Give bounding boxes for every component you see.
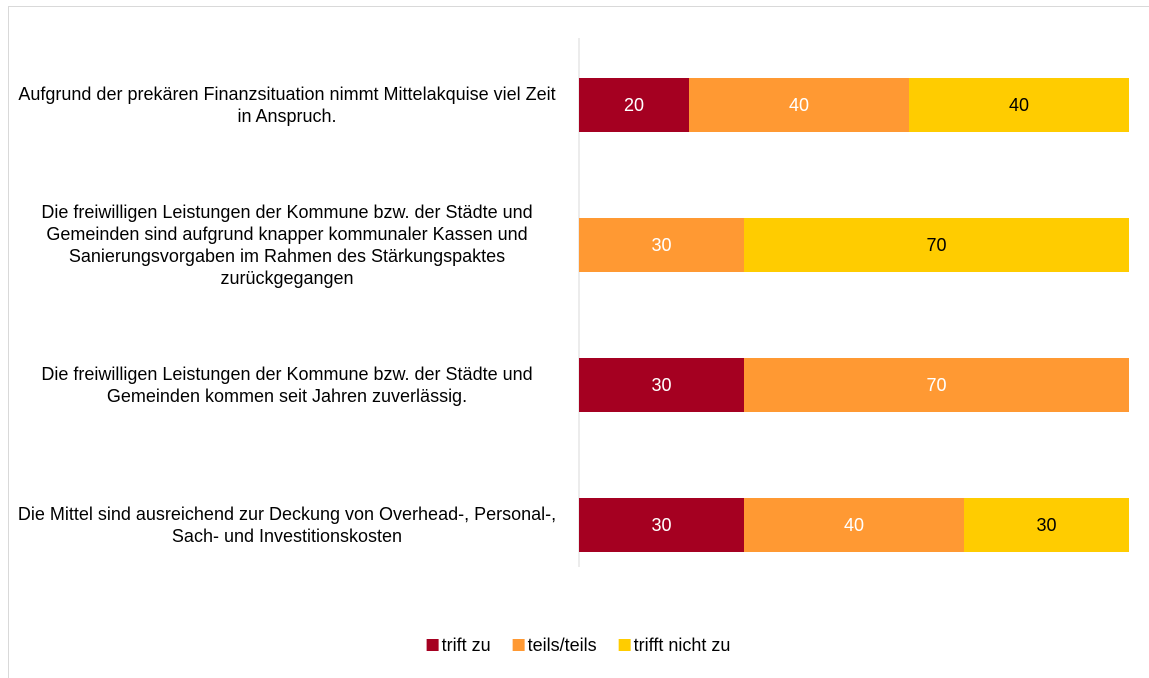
legend-label: trift zu xyxy=(442,635,491,655)
value-label: 30 xyxy=(1036,515,1056,535)
value-label: 70 xyxy=(926,235,946,255)
value-label: 30 xyxy=(651,235,671,255)
value-label: 20 xyxy=(624,95,644,115)
value-label: 30 xyxy=(651,515,671,535)
bar-segment xyxy=(744,498,964,552)
value-label: 70 xyxy=(926,375,946,395)
value-label: 40 xyxy=(844,515,864,535)
chart-border xyxy=(8,6,1149,678)
bar-segment xyxy=(744,218,1129,272)
bar-segment xyxy=(744,358,1129,412)
legend-label: trifft nicht zu xyxy=(634,635,731,655)
category-label: Die Mittel sind ausreichend zur Deckung … xyxy=(17,504,557,546)
bar-segment xyxy=(579,358,744,412)
category-label: Die freiwilligen Leistungen der Kommune … xyxy=(41,364,533,406)
legend-label: teils/teils xyxy=(528,635,597,655)
bar-segment xyxy=(579,218,744,272)
legend-swatch xyxy=(512,639,525,651)
bar-segment xyxy=(964,498,1129,552)
bar-segment xyxy=(579,78,689,132)
legend-swatch xyxy=(618,639,631,651)
value-label: 30 xyxy=(651,375,671,395)
value-label: 40 xyxy=(789,95,809,115)
category-label: Aufgrund der prekären Finanzsituation ni… xyxy=(18,84,556,126)
category-label: Die freiwilligen Leistungen der Kommune … xyxy=(41,202,533,288)
bar-segment xyxy=(909,78,1129,132)
legend-swatch xyxy=(426,639,439,651)
value-label: 40 xyxy=(1009,95,1029,115)
bar-segment xyxy=(579,498,744,552)
bar-segment xyxy=(689,78,909,132)
